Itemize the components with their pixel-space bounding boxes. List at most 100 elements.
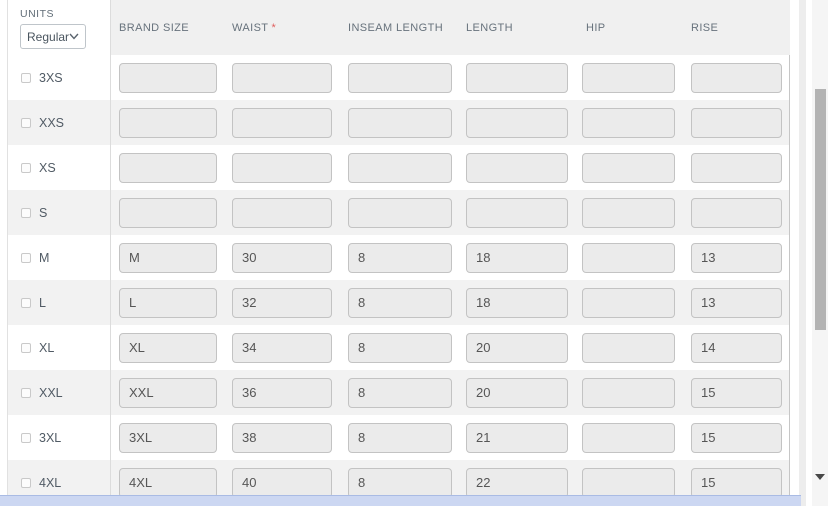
measurement-input[interactable] [348,242,452,273]
measurement-input[interactable] [348,152,452,183]
table-row: XS [8,145,789,190]
size-row-label-cell: XXL [8,370,111,415]
row-checkbox[interactable] [21,342,31,353]
measurement-input[interactable] [348,107,452,138]
measurement-input[interactable] [232,107,332,138]
measurement-input[interactable] [466,422,568,453]
row-cells [111,190,790,235]
measurement-cell [224,242,340,273]
measurement-input[interactable] [232,152,332,183]
measurement-cell [458,377,574,408]
size-label: S [39,205,48,220]
measurement-input[interactable] [119,62,217,93]
measurement-input[interactable] [348,377,452,408]
size-label: XS [39,160,56,175]
measurement-input[interactable] [119,287,217,318]
measurement-input[interactable] [348,422,452,453]
measurement-input[interactable] [232,377,332,408]
measurement-cell [574,242,683,273]
column-header-label: LENGTH [466,21,514,34]
measurement-input[interactable] [232,422,332,453]
vertical-scrollbar[interactable] [812,0,828,506]
measurement-input[interactable] [119,197,217,228]
measurement-input[interactable] [348,467,452,498]
measurement-cell [340,62,458,93]
measurement-cell [340,242,458,273]
measurement-input[interactable] [582,377,675,408]
units-select[interactable]: Regular [20,24,86,49]
measurement-input[interactable] [582,62,675,93]
scroll-down-arrow-icon[interactable] [815,474,825,480]
measurement-input[interactable] [691,152,782,183]
measurement-input[interactable] [466,377,568,408]
row-checkbox[interactable] [21,477,31,488]
measurement-cell [224,422,340,453]
measurement-input[interactable] [348,287,452,318]
table-row: 3XL [8,415,789,460]
measurement-input[interactable] [466,467,568,498]
measurement-input[interactable] [582,287,675,318]
measurement-input[interactable] [466,287,568,318]
measurement-input[interactable] [466,62,568,93]
measurement-input[interactable] [691,422,782,453]
measurement-input[interactable] [691,377,782,408]
measurement-cell [340,197,458,228]
measurement-input[interactable] [582,242,675,273]
measurement-input[interactable] [348,62,452,93]
measurement-input[interactable] [691,107,782,138]
measurement-input[interactable] [119,377,217,408]
measurement-input[interactable] [119,467,217,498]
measurement-input[interactable] [119,332,217,363]
measurement-input[interactable] [582,197,675,228]
row-checkbox[interactable] [21,117,31,128]
measurement-cell [224,107,340,138]
measurement-input[interactable] [582,467,675,498]
measurement-input[interactable] [348,332,452,363]
measurement-cell [458,152,574,183]
measurement-input[interactable] [691,467,782,498]
measurement-input[interactable] [582,107,675,138]
row-checkbox[interactable] [21,72,31,83]
measurement-input[interactable] [466,107,568,138]
row-checkbox[interactable] [21,162,31,173]
table-row: XXS [8,100,789,145]
row-cells [111,55,790,100]
measurement-input[interactable] [691,287,782,318]
measurement-input[interactable] [119,107,217,138]
row-checkbox[interactable] [21,252,31,263]
measurement-input[interactable] [691,197,782,228]
measurement-input[interactable] [232,332,332,363]
measurement-input[interactable] [466,152,568,183]
measurement-input[interactable] [582,152,675,183]
measurement-input[interactable] [232,62,332,93]
measurement-input[interactable] [232,467,332,498]
measurement-input[interactable] [466,332,568,363]
measurement-cell [458,422,574,453]
row-checkbox[interactable] [21,297,31,308]
row-checkbox[interactable] [21,432,31,443]
row-checkbox[interactable] [21,387,31,398]
size-chart-table: UNITS Regular BRAND SIZE WAIST * INSEAM L… [7,0,790,506]
measurement-input[interactable] [119,152,217,183]
measurement-input[interactable] [582,422,675,453]
measurement-cell [340,467,458,498]
measurement-input[interactable] [466,242,568,273]
measurement-input[interactable] [466,197,568,228]
measurement-input[interactable] [691,62,782,93]
horizontal-scrollbar-thumb[interactable] [0,495,801,506]
measurement-input[interactable] [582,332,675,363]
measurement-input[interactable] [232,242,332,273]
vertical-scrollbar-thumb[interactable] [815,89,826,330]
measurement-cell [683,422,790,453]
table-row: XXL [8,370,789,415]
measurement-input[interactable] [119,422,217,453]
column-header: BRAND SIZE [111,22,224,34]
measurement-input[interactable] [691,242,782,273]
row-checkbox[interactable] [21,207,31,218]
measurement-input[interactable] [348,197,452,228]
measurement-input[interactable] [691,332,782,363]
measurement-input[interactable] [119,242,217,273]
measurement-input[interactable] [232,287,332,318]
measurement-input[interactable] [232,197,332,228]
